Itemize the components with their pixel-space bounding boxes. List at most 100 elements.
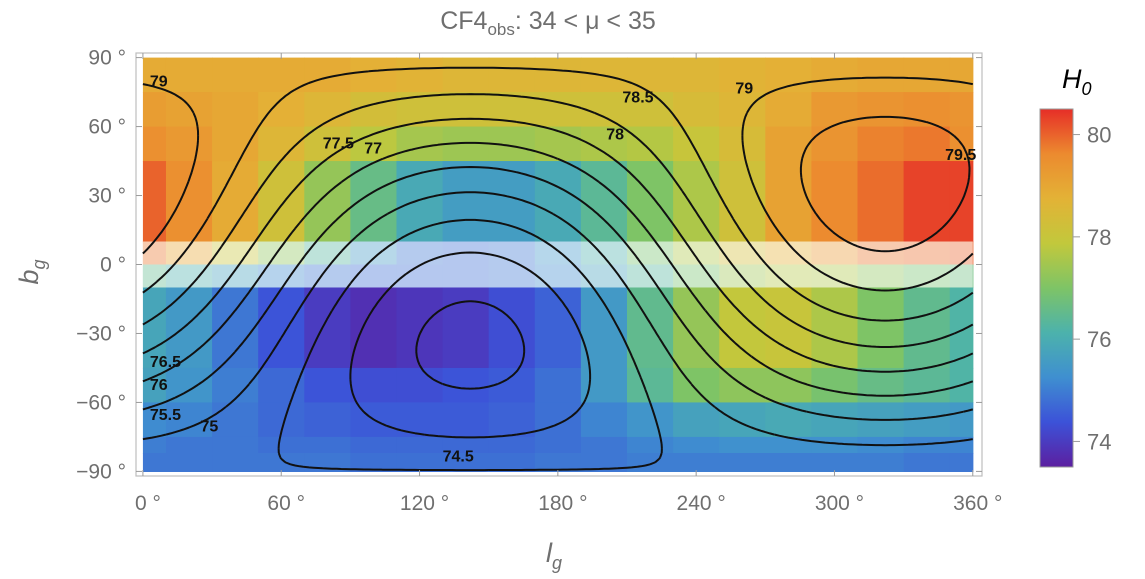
contour-line [415, 300, 526, 390]
heatmap-cell [488, 436, 536, 454]
heatmap-cell [304, 436, 351, 454]
contour-label: 79 [735, 80, 753, 97]
colorbar-tick-label: 78 [1087, 225, 1111, 250]
x-axis-ticks: 0 ° 60 ° 120 ° 180 ° 240 ° 300 ° 360 ° [135, 53, 1002, 515]
heatmap-cell [350, 287, 398, 369]
x-tick-label: 0 ° [135, 492, 161, 515]
y-tick-label: −30 ° [76, 322, 126, 345]
heatmap-cell [903, 287, 951, 369]
heatmap-cell [258, 287, 305, 369]
colorbar [1039, 108, 1074, 468]
contour-line [142, 76, 974, 292]
heatmap-cell [627, 402, 674, 438]
y-tick-label: −60 ° [76, 391, 126, 414]
colorbar-tick-label: 76 [1087, 327, 1111, 352]
heatmap-cell [165, 161, 213, 243]
y-axis-label: bg [14, 259, 49, 284]
heatmap-cell [857, 57, 905, 93]
heatmap-cell [304, 287, 351, 369]
colorbar-ticks: 80 78 76 74 [1073, 123, 1111, 454]
heatmap-cell [811, 161, 859, 243]
heatmap-cell [627, 161, 674, 243]
heatmap-cell [142, 436, 167, 454]
heatmap-cell [442, 161, 490, 243]
y-tick-label: 90 ° [88, 47, 126, 70]
heatmap-cell [765, 367, 813, 404]
heatmap-cell [165, 453, 213, 472]
heatmap-cell [949, 402, 974, 438]
heatmap-cell [350, 92, 398, 128]
contour-label: 77.5 [323, 136, 354, 153]
heatmap-cell [212, 367, 259, 404]
contour-line [799, 115, 971, 253]
heatmap-cell [142, 287, 167, 369]
heatmap-cell [673, 92, 720, 128]
galactic-plane-mask [142, 241, 973, 288]
heatmap-cell [673, 436, 720, 454]
y-axis-ticks: 90 ° 60 ° 30 ° 0 ° −30 ° −60 ° −90 ° [76, 47, 982, 483]
contour-lines [142, 66, 974, 472]
heatmap-cell [673, 402, 720, 438]
heatmap-cell [488, 287, 536, 369]
heatmap-cell [857, 161, 905, 243]
contour-line [142, 141, 974, 397]
heatmap-cell [765, 92, 813, 128]
heatmap-cell [534, 161, 582, 243]
heatmap-cell [534, 402, 582, 438]
heatmap-cell [811, 436, 859, 454]
heatmap-cell [142, 402, 167, 438]
heatmap-cell [627, 367, 674, 404]
y-tick-label: −90 ° [76, 460, 126, 483]
heatmap-cell [488, 367, 536, 404]
y-axis-label-sub: g [29, 259, 49, 269]
heatmap-cell [142, 453, 167, 472]
colorbar-title-sub: 0 [1082, 79, 1092, 99]
heatmap-cell [442, 453, 490, 472]
heatmap-cell [396, 57, 444, 93]
heatmap-cell [765, 453, 813, 472]
heatmap-cell [142, 161, 167, 243]
heatmap-cell [534, 367, 582, 404]
heatmap-cell [396, 402, 444, 438]
x-tick-label: 300 ° [815, 492, 864, 515]
heatmap-cell [765, 161, 813, 243]
heatmap-cell [580, 453, 628, 472]
contour-label: 77 [364, 140, 382, 157]
heatmap-cell [627, 57, 674, 93]
chart-title: CF4obs: 34 < μ < 35 [440, 7, 656, 39]
heatmap-cell [627, 436, 674, 454]
colorbar-title: H0 [1062, 64, 1092, 99]
heatmap-cell [258, 453, 305, 472]
heatmap-cell [396, 436, 444, 454]
heatmap-cell [258, 436, 305, 454]
heatmap-cell [857, 287, 905, 369]
x-axis-label-sub: g [552, 553, 562, 573]
heatmap-cell [903, 367, 951, 404]
heatmap-cell [673, 287, 720, 369]
title-main: CF4 [440, 7, 487, 35]
heatmap-cell [811, 92, 859, 128]
heatmap-cell [580, 287, 628, 369]
heatmap-cell [212, 453, 259, 472]
heatmap-cell [949, 92, 974, 128]
heatmap-cell [627, 453, 674, 472]
heatmap-cell [627, 287, 674, 369]
title-rest: : 34 < μ < 35 [515, 7, 656, 35]
colorbar-tick-label: 80 [1087, 123, 1111, 148]
heatmap-cell [811, 287, 859, 369]
heatmap-cell [903, 126, 951, 162]
heatmap-cell [396, 126, 444, 162]
contour-label: 79 [150, 74, 168, 91]
heatmap-cell [534, 57, 582, 93]
heatmap-cell [165, 57, 213, 93]
x-axis-label: lg [546, 538, 562, 573]
heatmap-cell [304, 367, 351, 404]
y-tick-label: 30 ° [88, 185, 126, 208]
heatmap-cell [765, 57, 813, 93]
heatmap-cell [949, 453, 974, 472]
y-tick-label: 60 ° [88, 116, 126, 139]
heatmap-cell [165, 436, 213, 454]
contour-labels: 79 78.5 79 78 77.5 77 79.5 76.5 76 75.5 75 74.5 [150, 74, 977, 466]
contour-line [349, 251, 592, 439]
